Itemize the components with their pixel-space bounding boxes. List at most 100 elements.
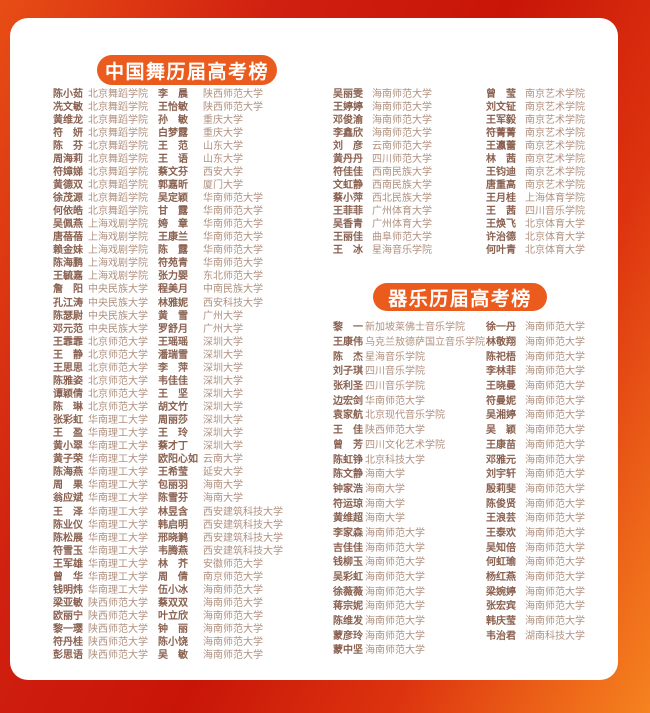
list-item: 孙 敏 重庆大学: [158, 114, 283, 127]
school-name: 中央民族大学: [88, 297, 148, 309]
list-item: 邓俊渝 海南师范大学: [333, 114, 432, 127]
list-item: 陈俊贤 海南师范大学: [486, 497, 585, 512]
student-name: 王军雄: [53, 558, 83, 570]
list-item: 蒙中坚 海南师范大学: [333, 644, 485, 659]
list-item: 李 萍 深圳大学: [158, 362, 283, 375]
school-name: 重庆大学: [203, 127, 243, 139]
list-item: 陈 杰星海音乐学院: [333, 350, 485, 365]
school-name: 深圳大学: [203, 428, 243, 440]
student-name: 白梦露: [158, 127, 188, 139]
list-item: 蔡双双 海南师范大学: [158, 597, 283, 610]
list-item: 吴香青 广州体育大学: [333, 219, 432, 232]
school-name: 陕西师范大学: [88, 650, 148, 662]
school-name: 海南师范大学: [525, 513, 585, 525]
school-name: 上海戏剧学院: [88, 258, 148, 270]
school-name: 曲阜师范大学: [372, 232, 432, 244]
student-name: 蒙中坚: [333, 645, 363, 657]
school-name: 华南师范大学: [203, 258, 263, 270]
list-item: 陈 琳北京师范大学: [53, 402, 148, 415]
list-item: 孔江涛 中央民族大学: [53, 297, 148, 310]
student-name: 陈俊贤: [486, 498, 516, 510]
school-name: 北京科技大学: [365, 454, 425, 466]
school-name: 陕西师范大学: [203, 88, 263, 100]
school-name: 广州大学: [203, 323, 243, 335]
school-name: 北京师范大学: [88, 388, 148, 400]
list-item: 吴定颖 华南师范大学: [158, 193, 283, 206]
student-name: 李 晨: [158, 88, 188, 100]
student-name: 李鑫欣: [333, 127, 363, 139]
school-name: 华南理工大学: [88, 571, 148, 583]
student-name: 林 茜: [486, 153, 516, 165]
school-name: 广州体育大学: [372, 206, 432, 218]
school-name: 华南理工大学: [88, 415, 148, 427]
student-name: 王康伟: [333, 337, 363, 349]
school-name: 南京艺术学院: [525, 166, 585, 178]
school-name: 海南师范大学: [365, 542, 425, 554]
school-name: 华南理工大学: [88, 545, 148, 557]
school-name: 上海体育学院: [525, 193, 585, 205]
list-item: 邢晓鹣 西安建筑科技大学: [158, 532, 283, 545]
student-name: 王 坚: [158, 388, 188, 400]
school-name: 海南师范大学: [525, 469, 585, 481]
school-name: 海南师范大学: [525, 527, 585, 539]
student-name: 钱柳玉: [333, 557, 363, 569]
school-name: 上海戏剧学院: [88, 271, 148, 283]
content-card: 中国舞历届高考榜 陈小茹 北京舞蹈学院 冼文敏 北京舞蹈学院 黄维龙 北京舞蹈学院符 妍北…: [10, 18, 618, 680]
school-name: 四川音乐学院: [525, 206, 585, 218]
school-name: 海南师范大学: [203, 584, 263, 596]
student-name: 周 果: [53, 480, 83, 492]
school-name: 深圳大学: [203, 441, 243, 453]
list-item: 吴佩燕 上海戏剧学院: [53, 219, 148, 232]
school-name: 海南大学: [365, 498, 405, 510]
list-item: 李 晨 陕西师范大学: [158, 88, 283, 101]
list-item: 韩启明 西安建筑科技大学: [158, 519, 283, 532]
school-name: 海南师范大学: [365, 630, 425, 642]
student-name: 林雅妮: [158, 297, 188, 309]
school-name: 重庆大学: [203, 114, 243, 126]
school-name: 华南师范大学: [203, 245, 263, 257]
student-name: 陈海燕: [53, 467, 83, 479]
school-name: 北京舞蹈学院: [88, 166, 148, 178]
school-name: 深圳大学: [203, 336, 243, 348]
student-name: 唐蓓蓓: [53, 232, 83, 244]
school-name: 华南师范大学: [203, 206, 263, 218]
school-name: 北京舞蹈学院: [88, 179, 148, 191]
school-name: 上海戏剧学院: [88, 245, 148, 257]
list-item: 何叶青 北京体育大学: [486, 245, 585, 258]
student-name: 王月桂: [486, 193, 516, 205]
student-name: 孔江涛: [53, 297, 83, 309]
list-item: 蔡文芬 西安大学: [158, 166, 283, 179]
student-name: 王怡敏: [158, 101, 188, 113]
list-item: 吴知倍 海南师范大学: [486, 541, 585, 556]
list-item: 周丽莎 深圳大学: [158, 415, 283, 428]
list-item: 张彩虹 华南理工大学: [53, 415, 148, 428]
school-name: 海南师范大学: [525, 572, 585, 584]
school-name: 海南师范大学: [203, 611, 263, 623]
school-name: 西安科技大学: [203, 297, 263, 309]
student-name: 梁亚敏: [53, 597, 83, 609]
list-item: 符嫜娣 北京舞蹈学院: [53, 166, 148, 179]
list-item: 李鑫欣 海南师范大学: [333, 127, 432, 140]
school-name: 海南师范大学: [525, 557, 585, 569]
list-item: 王思思 北京师范大学: [53, 362, 148, 375]
list-item: 郭嘉昕 厦门大学: [158, 179, 283, 192]
school-name: 海南师范大学: [525, 410, 585, 422]
school-name: 四川师范大学: [372, 153, 432, 165]
school-name: 北京舞蹈学院: [88, 140, 148, 152]
student-name: 赖金妹: [53, 245, 83, 257]
student-name: 韦腾燕: [158, 545, 188, 557]
school-name: 中央民族大学: [88, 323, 148, 335]
school-name: 海南师范大学: [203, 650, 263, 662]
student-name: 刘 彦: [333, 140, 363, 152]
list-item: 赖金妹 上海戏剧学院: [53, 245, 148, 258]
list-item: 王 静北京师范大学: [53, 349, 148, 362]
school-name: 海南师范大学: [525, 454, 585, 466]
student-name: 吉佳佳: [333, 542, 363, 554]
list-item: 吉佳佳 海南师范大学: [333, 541, 485, 556]
list-item: 唐重高 南京艺术学院: [486, 179, 585, 192]
list-item: 许治德 北京体育大学: [486, 232, 585, 245]
list-item: 王焕飞 北京体育大学: [486, 219, 585, 232]
list-item: 符雪玉 华南理工大学: [53, 545, 148, 558]
list-item: 黄丹丹 四川师范大学: [333, 153, 432, 166]
list-item: 黄子荣 华南理工大学: [53, 454, 148, 467]
